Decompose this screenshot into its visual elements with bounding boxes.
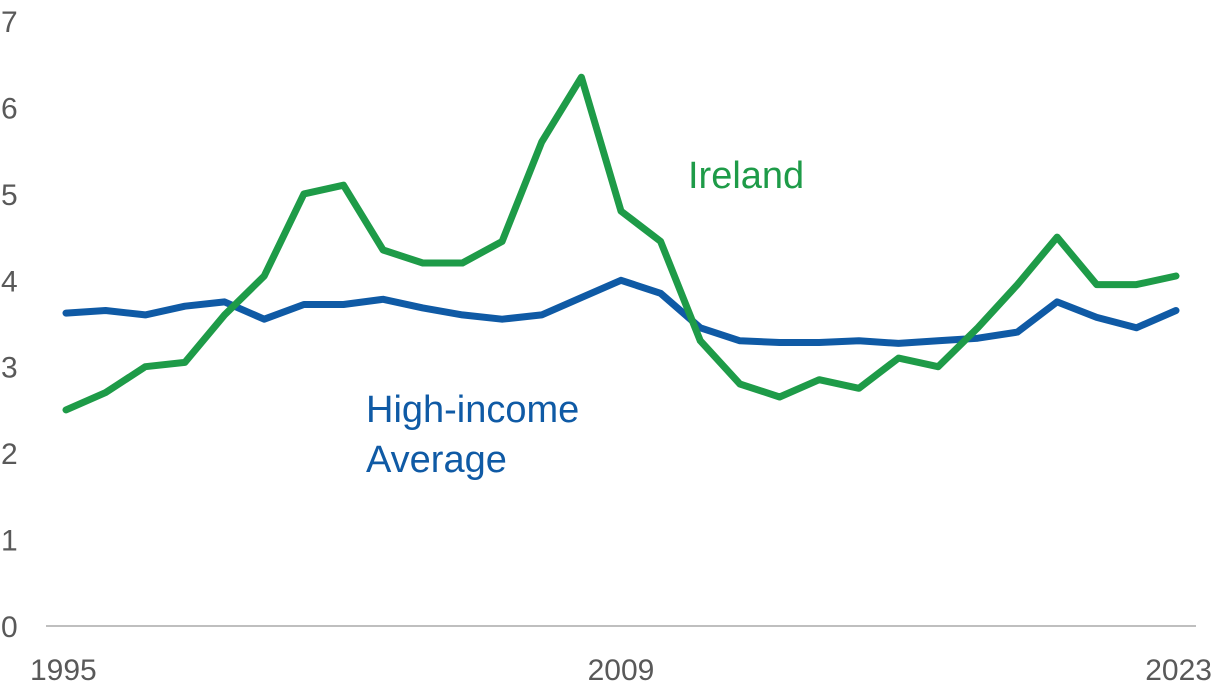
y-tick-label: 3 (1, 352, 18, 385)
high-income-series-label-line1: High-income (366, 389, 579, 431)
x-axis-ticks: 1995 2009 2023 (30, 654, 1212, 687)
ireland-series-line (62, 73, 1180, 414)
x-tick-label: 2023 (1145, 654, 1212, 687)
y-tick-label: 4 (1, 265, 18, 298)
y-tick-label: 1 (1, 525, 18, 558)
high-income-average-series-line (62, 276, 1180, 347)
series-lines (62, 73, 1180, 414)
y-tick-label: 6 (1, 92, 18, 125)
x-tick-label: 2009 (588, 654, 655, 687)
y-tick-label: 0 (1, 611, 18, 644)
ireland-series-label: Ireland (688, 155, 804, 197)
y-tick-label: 5 (1, 179, 18, 212)
y-tick-label: 2 (1, 438, 18, 471)
high-income-series-label-line2: Average (366, 439, 507, 481)
y-axis-ticks: 0 1 2 3 4 5 6 7 (1, 6, 18, 644)
x-tick-label: 1995 (30, 654, 97, 687)
y-tick-label: 7 (1, 6, 18, 39)
